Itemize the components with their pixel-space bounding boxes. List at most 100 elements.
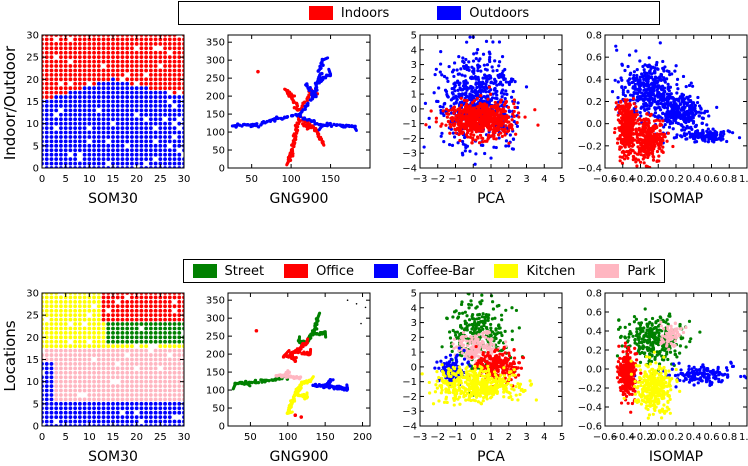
scatter-point — [664, 123, 667, 126]
som-node — [59, 313, 63, 317]
scatter-point — [727, 129, 730, 132]
som-node — [83, 353, 87, 357]
som-node — [106, 144, 110, 148]
som-node — [78, 349, 82, 353]
som-node — [73, 411, 77, 415]
scatter-point — [488, 60, 491, 63]
som-node — [121, 73, 125, 77]
scatter-point — [494, 87, 497, 90]
som-node — [125, 91, 129, 95]
som-node — [64, 69, 68, 73]
scatter-point — [457, 133, 460, 136]
som-node — [140, 318, 144, 322]
som-node — [54, 73, 58, 77]
scatter-point — [507, 142, 510, 145]
scatter-point — [476, 69, 479, 72]
som-node — [116, 104, 120, 108]
som-node — [45, 371, 49, 375]
scatter-point — [663, 86, 666, 89]
som-node — [140, 157, 144, 161]
scatter-point — [497, 114, 500, 117]
scatter-point — [459, 67, 462, 70]
som-node — [130, 82, 134, 86]
som-node — [59, 406, 63, 410]
som-node — [135, 100, 139, 104]
som-node — [50, 335, 54, 339]
scatter-point — [464, 123, 467, 126]
scatter-point — [713, 132, 716, 135]
scatter-point — [504, 89, 507, 92]
som-node — [125, 344, 129, 348]
som-node — [59, 46, 63, 50]
som-node — [158, 135, 162, 139]
som-node — [59, 358, 63, 362]
som-node — [87, 335, 91, 339]
scatter-point — [492, 146, 495, 149]
som-node — [64, 411, 68, 415]
som-node — [154, 384, 158, 388]
som-node — [50, 104, 54, 108]
som-node — [54, 117, 58, 121]
som-node — [144, 95, 148, 99]
scatter-point — [504, 110, 507, 113]
som-node — [59, 162, 63, 166]
som-node — [106, 353, 110, 357]
scatter-point — [477, 59, 480, 62]
som-node — [92, 384, 96, 388]
scatter-point — [615, 49, 618, 52]
scatter-point — [683, 114, 686, 117]
som-node — [121, 380, 125, 384]
som-node — [50, 157, 54, 161]
scatter-point — [435, 120, 438, 123]
scatter-point — [661, 119, 664, 122]
som-node — [97, 362, 101, 366]
scatter-point — [474, 90, 477, 93]
scatter-point — [508, 109, 511, 112]
som-node — [106, 349, 110, 353]
som-node — [64, 153, 68, 157]
scatter-point — [640, 91, 643, 94]
scatter-point — [624, 130, 627, 133]
som-node — [78, 371, 82, 375]
som-node — [92, 100, 96, 104]
gng-node — [318, 128, 321, 131]
som-node — [92, 389, 96, 393]
scatter-point — [516, 125, 519, 128]
som-node — [140, 131, 144, 135]
som-node — [163, 126, 167, 130]
som-node — [135, 353, 139, 357]
som-node — [173, 55, 177, 59]
som-node — [69, 375, 73, 379]
som-node — [144, 380, 148, 384]
som-node — [64, 100, 68, 104]
som-node — [78, 91, 82, 95]
scatter-point — [464, 58, 467, 61]
som-node — [87, 122, 91, 126]
som-node — [59, 402, 63, 406]
scatter-point — [670, 105, 673, 108]
som-node — [121, 117, 125, 121]
legend-item-indoors: Indoors — [309, 6, 389, 21]
som-node — [140, 415, 144, 419]
som-node — [111, 86, 115, 90]
som-node — [87, 327, 91, 331]
som-node — [54, 335, 58, 339]
scatter-point — [688, 84, 691, 87]
som-node — [173, 60, 177, 64]
som-node — [106, 126, 110, 130]
som-node — [73, 331, 77, 335]
som-node — [69, 162, 73, 166]
som-node — [163, 148, 167, 152]
som-node — [92, 349, 96, 353]
som-node — [135, 402, 139, 406]
som-node — [116, 131, 120, 135]
scatter-point — [487, 135, 490, 138]
scatter-point — [647, 99, 650, 102]
scatter-point — [486, 63, 489, 66]
som-node — [177, 82, 181, 86]
scatter-point — [487, 112, 490, 115]
scatter-point — [480, 110, 483, 113]
som-node — [87, 384, 91, 388]
som-node — [144, 358, 148, 362]
som-node — [154, 117, 158, 121]
